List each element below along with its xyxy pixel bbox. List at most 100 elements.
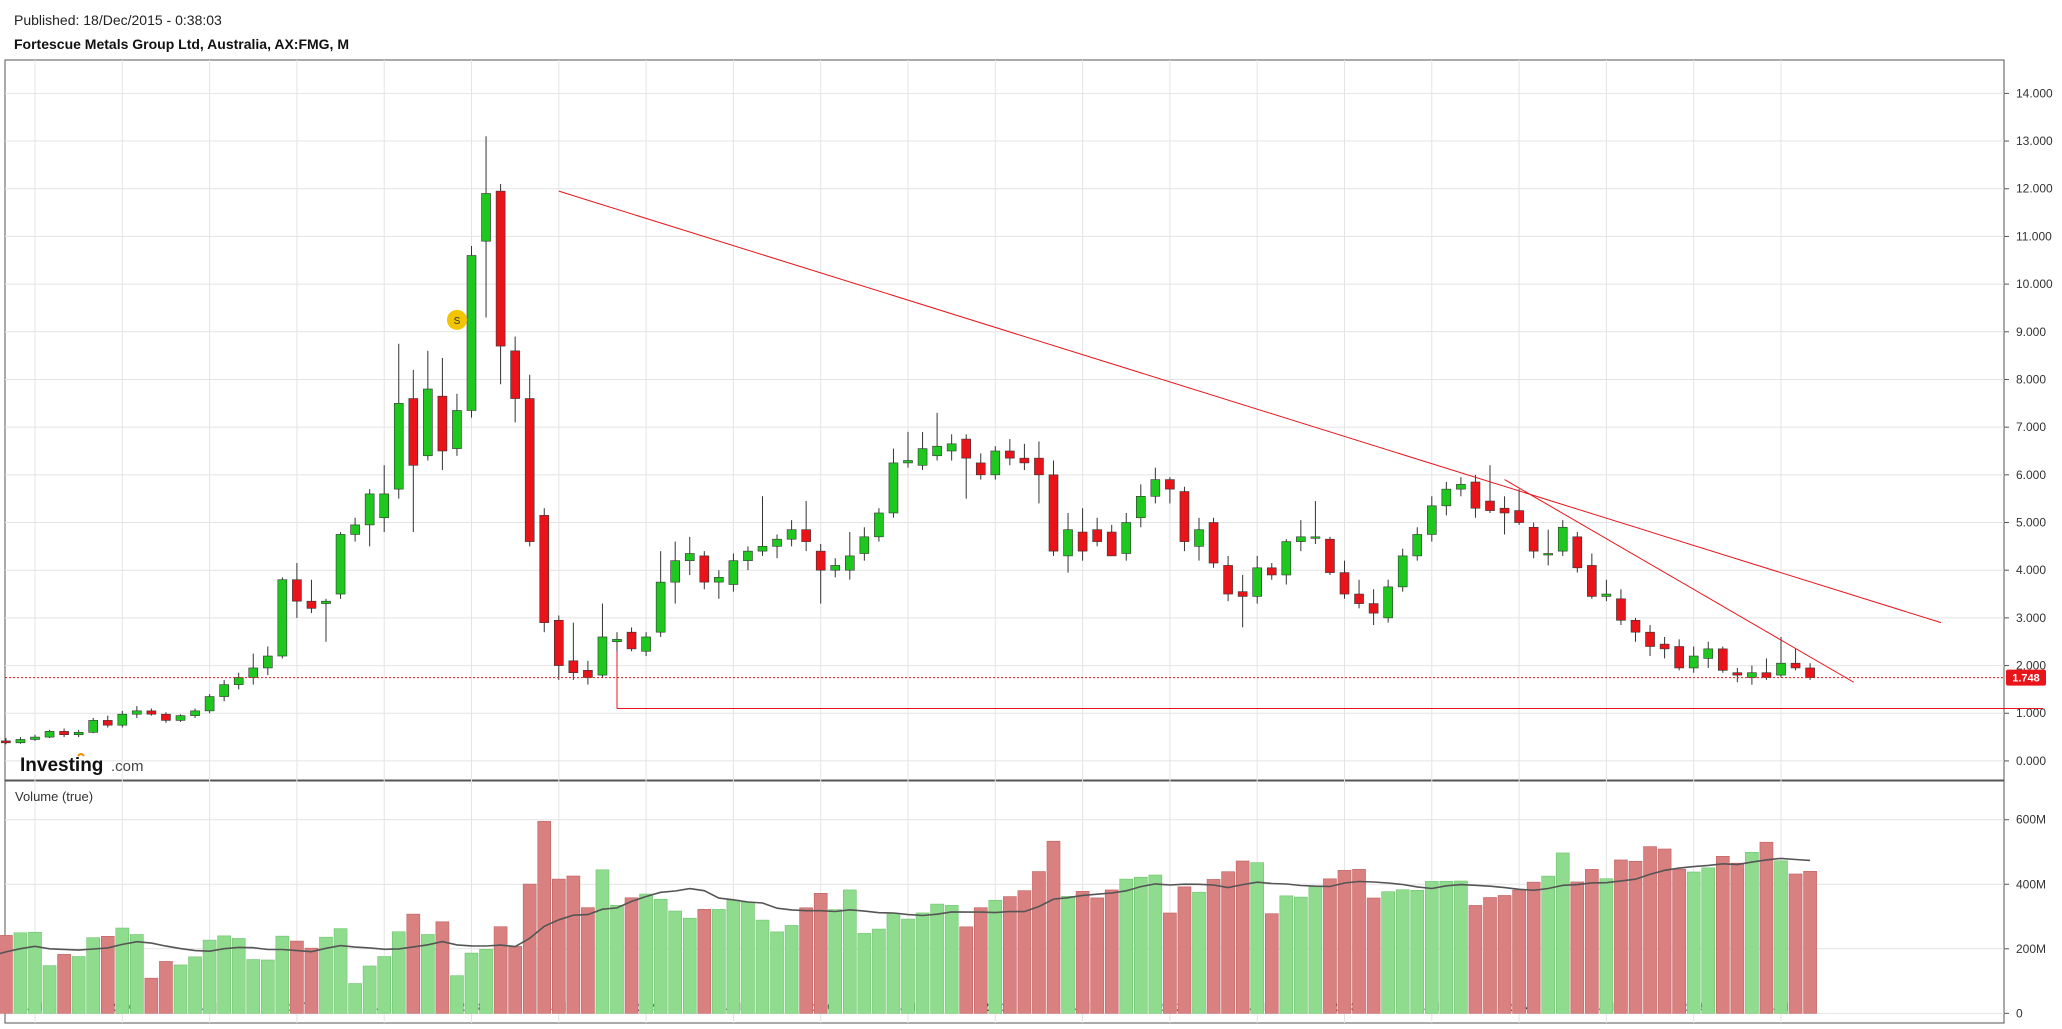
candle[interactable] xyxy=(1019,443,1030,471)
candle[interactable] xyxy=(728,553,739,592)
candle[interactable] xyxy=(1514,489,1524,525)
candle[interactable] xyxy=(233,672,244,690)
candle[interactable] xyxy=(1456,477,1466,497)
candle[interactable] xyxy=(975,453,986,480)
candle[interactable] xyxy=(1543,529,1553,566)
candle[interactable] xyxy=(1587,553,1597,599)
candle[interactable] xyxy=(1252,555,1262,604)
candle[interactable] xyxy=(597,603,608,678)
candle[interactable] xyxy=(1165,477,1175,504)
candle[interactable] xyxy=(335,532,346,599)
candle[interactable] xyxy=(495,183,506,385)
candle[interactable] xyxy=(59,728,69,738)
candle[interactable] xyxy=(1645,625,1655,657)
candle[interactable] xyxy=(1761,658,1772,680)
candle[interactable] xyxy=(1557,520,1568,556)
candle[interactable] xyxy=(699,551,710,590)
candle[interactable] xyxy=(772,534,782,559)
candle[interactable] xyxy=(262,646,273,676)
candle[interactable] xyxy=(888,448,899,518)
candle[interactable] xyxy=(102,715,113,728)
candle[interactable] xyxy=(815,543,826,604)
candle[interactable] xyxy=(670,541,681,604)
candle[interactable] xyxy=(306,579,317,614)
candle[interactable] xyxy=(786,520,797,547)
candle[interactable] xyxy=(1747,665,1757,685)
candle[interactable] xyxy=(132,706,142,719)
candle[interactable] xyxy=(1776,636,1786,678)
candle[interactable] xyxy=(393,343,404,499)
candle[interactable] xyxy=(161,712,171,723)
candle[interactable] xyxy=(1572,532,1583,573)
candle[interactable] xyxy=(379,465,390,533)
candle[interactable] xyxy=(1601,579,1612,602)
candle[interactable] xyxy=(946,434,957,461)
candle[interactable] xyxy=(292,563,302,618)
candle[interactable] xyxy=(321,598,331,642)
candle[interactable] xyxy=(1048,460,1059,556)
candle[interactable] xyxy=(1266,563,1277,580)
candle[interactable] xyxy=(1397,548,1408,592)
candle[interactable] xyxy=(1325,536,1335,575)
candle[interactable] xyxy=(1630,617,1641,642)
candle[interactable] xyxy=(1121,512,1132,561)
candle[interactable] xyxy=(1208,517,1219,568)
candle[interactable] xyxy=(990,446,1001,480)
candle[interactable] xyxy=(714,570,724,599)
candle[interactable] xyxy=(932,412,942,461)
candle[interactable] xyxy=(1616,589,1626,626)
candle[interactable] xyxy=(466,245,477,418)
candle[interactable] xyxy=(1296,520,1306,552)
candle[interactable] xyxy=(583,660,593,685)
candle[interactable] xyxy=(844,532,855,580)
candle[interactable] xyxy=(1339,560,1350,599)
candle[interactable] xyxy=(553,615,564,680)
candle[interactable] xyxy=(1150,467,1161,504)
candle[interactable] xyxy=(961,434,972,499)
candle[interactable] xyxy=(1034,441,1044,504)
candle[interactable] xyxy=(1179,486,1190,552)
candle[interactable] xyxy=(510,336,520,423)
candle[interactable] xyxy=(1441,481,1452,516)
candle[interactable] xyxy=(1223,555,1233,602)
trendline[interactable] xyxy=(558,190,1942,624)
candle[interactable] xyxy=(1485,465,1495,513)
candle[interactable] xyxy=(1383,579,1393,623)
candle[interactable] xyxy=(903,431,913,468)
candle[interactable] xyxy=(1412,527,1423,561)
candle[interactable] xyxy=(1354,579,1364,609)
candle[interactable] xyxy=(481,136,491,318)
candle[interactable] xyxy=(1281,539,1292,585)
candle[interactable] xyxy=(1703,641,1714,668)
candle[interactable] xyxy=(1659,636,1670,659)
split-annotation-marker[interactable] xyxy=(446,309,467,330)
candle[interactable] xyxy=(539,508,550,633)
candle[interactable] xyxy=(73,729,84,738)
candle[interactable] xyxy=(1005,439,1015,466)
candle[interactable] xyxy=(1237,574,1248,628)
candle[interactable] xyxy=(437,358,448,471)
candle[interactable] xyxy=(874,508,884,542)
candle[interactable] xyxy=(1528,522,1539,559)
candle[interactable] xyxy=(44,729,55,739)
candle[interactable] xyxy=(1194,517,1204,561)
candle[interactable] xyxy=(655,551,666,637)
candle[interactable] xyxy=(364,489,375,547)
candle[interactable] xyxy=(1427,496,1437,542)
candle[interactable] xyxy=(1077,508,1088,561)
candle[interactable] xyxy=(1718,646,1728,673)
candle[interactable] xyxy=(350,517,360,542)
candle[interactable] xyxy=(1106,524,1117,557)
candle[interactable] xyxy=(452,393,462,456)
candle[interactable] xyxy=(408,369,419,533)
candle[interactable] xyxy=(1368,589,1379,626)
candle[interactable] xyxy=(801,501,811,552)
candle[interactable] xyxy=(1092,517,1102,547)
candle[interactable] xyxy=(1136,484,1146,528)
candle[interactable] xyxy=(15,737,26,744)
candle[interactable] xyxy=(146,708,157,716)
candle[interactable] xyxy=(423,350,433,461)
candle[interactable] xyxy=(757,496,768,556)
candle[interactable] xyxy=(1674,639,1684,671)
